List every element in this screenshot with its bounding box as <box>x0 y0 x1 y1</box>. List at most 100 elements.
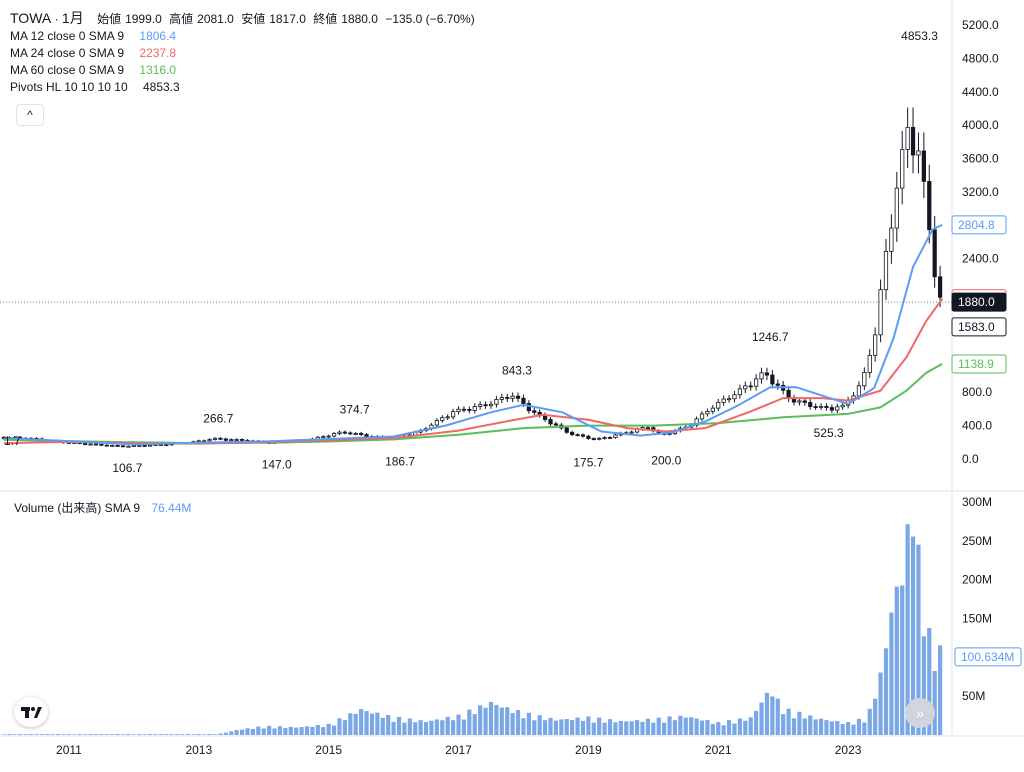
candle-up <box>229 439 234 441</box>
pivot-label: 186.7 <box>385 454 415 468</box>
candle-down <box>223 438 228 441</box>
volume-bar <box>294 727 299 735</box>
candle-up <box>212 437 218 440</box>
ma12-line <box>3 223 943 446</box>
volume-bar <box>770 696 775 735</box>
volume-bar <box>846 722 851 735</box>
volume-bar <box>342 720 347 735</box>
volume-bar <box>120 734 126 735</box>
candle-down <box>775 383 780 386</box>
volume-bar <box>445 716 450 735</box>
candle-down <box>770 374 775 385</box>
indicator-ma24[interactable]: MA 24 close 0 SMA 9 2237.8 <box>10 45 479 62</box>
candle-down <box>748 385 753 388</box>
volume-bar <box>39 734 44 735</box>
candle-up <box>353 432 358 435</box>
volume-bar <box>813 719 818 735</box>
volume-tick-label: 300M <box>962 495 992 509</box>
candle-up <box>743 385 748 390</box>
volume-bar <box>510 713 515 735</box>
candle-down <box>910 126 916 156</box>
pivot-label: 843.3 <box>502 364 532 378</box>
volume-bar <box>932 671 937 735</box>
indicator-label: MA 12 close 0 SMA 9 <box>10 29 125 43</box>
indicator-label: Pivots HL 10 10 10 10 <box>10 80 128 94</box>
volume-bar <box>386 715 391 735</box>
volume-bar <box>570 720 575 735</box>
volume-tag-text: 100.634M <box>961 650 1014 664</box>
candle-up <box>434 420 439 426</box>
volume-tick-label: 150M <box>962 612 992 626</box>
tradingview-logo-icon[interactable] <box>14 697 48 727</box>
candle-down <box>359 432 364 435</box>
indicator-ma12[interactable]: MA 12 close 0 SMA 9 1806.4 <box>10 28 479 45</box>
price-tag-text: 1583.0 <box>958 320 995 334</box>
candle-up <box>716 401 721 409</box>
volume-bar <box>754 710 759 735</box>
candle-up <box>597 437 602 440</box>
volume-bar <box>299 727 304 735</box>
volume-bar <box>835 721 840 735</box>
indicator-ma60[interactable]: MA 60 close 0 SMA 9 1316.0 <box>10 62 479 79</box>
collapse-legend-button[interactable]: ^ <box>16 104 44 126</box>
candle-down <box>348 432 353 435</box>
candles <box>1 107 943 448</box>
candle-up <box>726 398 732 401</box>
time-tick-label: 2017 <box>445 743 472 757</box>
candle-up <box>137 445 142 447</box>
volume-bar <box>521 718 526 735</box>
symbol-name[interactable]: TOWA <box>10 10 52 26</box>
price-tick-label: 400.0 <box>962 419 992 433</box>
scroll-to-realtime-button[interactable]: » <box>905 698 935 728</box>
candle-up <box>147 444 153 447</box>
volume-bar <box>191 734 196 735</box>
candle-down <box>824 405 829 408</box>
candle-up <box>613 434 618 438</box>
volume-bar <box>391 721 396 735</box>
volume-bar <box>873 698 878 735</box>
volume-bar <box>223 732 228 735</box>
volume-bar <box>326 723 331 735</box>
volume-bar <box>732 723 737 735</box>
volume-tick-label: 50M <box>962 689 985 703</box>
volume-bar <box>7 734 12 735</box>
indicator-pivots[interactable]: Pivots HL 10 10 10 10 4853.3 <box>10 79 479 96</box>
interval-label[interactable]: 1月 <box>61 10 84 26</box>
time-tick-label: 2015 <box>315 743 342 757</box>
volume-bar <box>110 734 115 735</box>
volume-bar <box>256 726 261 735</box>
candle-up <box>478 404 483 407</box>
volume-bar <box>764 692 770 735</box>
candle-down <box>218 437 223 440</box>
volume-bar <box>710 723 715 735</box>
volume-bar <box>483 707 488 735</box>
high-value: 2081.0 <box>197 12 234 26</box>
open-label: 始値 <box>97 12 122 26</box>
volume-bar <box>472 714 477 735</box>
volume-bar <box>272 728 277 735</box>
change-value: −135.0 (−6.70%) <box>385 12 475 26</box>
pivot-label: 266.7 <box>203 412 233 426</box>
volume-bar <box>267 725 272 735</box>
volume-bar <box>775 698 780 735</box>
volume-bar <box>234 730 239 735</box>
indicator-value: 1316.0 <box>139 63 177 77</box>
candle-down <box>564 427 569 433</box>
candle-up <box>721 398 726 403</box>
candle-down <box>921 150 926 182</box>
volume-bar <box>921 636 926 735</box>
candle-down <box>104 444 109 447</box>
volume-bar <box>651 722 656 735</box>
candle-down <box>937 276 943 298</box>
candle-down <box>808 402 813 407</box>
candle-up <box>737 388 742 396</box>
volume-legend[interactable]: Volume (出来高) SMA 9 76.44M <box>14 499 191 516</box>
candle-up <box>131 445 136 447</box>
candle-down <box>461 408 467 411</box>
volume-tick-label: 200M <box>962 573 992 587</box>
separator-dot: · <box>54 12 62 26</box>
candle-up <box>894 187 899 229</box>
candle-up <box>867 354 872 373</box>
volume-bar <box>104 734 109 735</box>
